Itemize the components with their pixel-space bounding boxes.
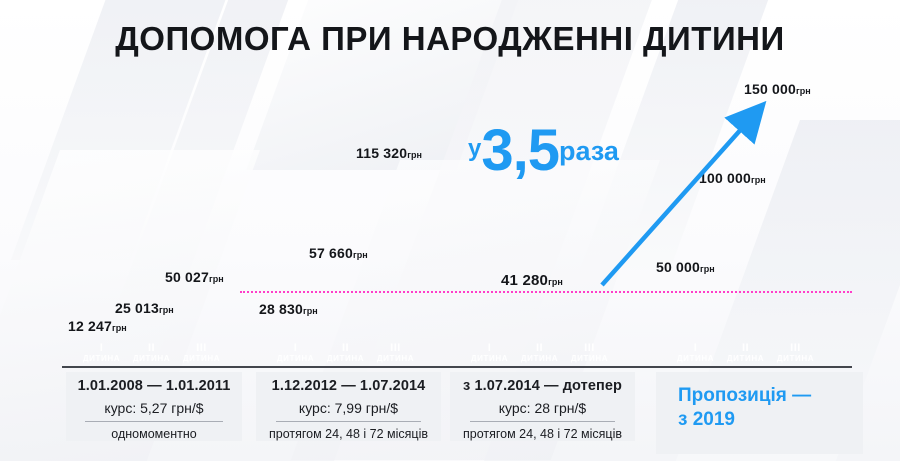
bar-roman-label: III [790, 342, 801, 355]
bar-group1-child1: I ДИТИНА [79, 338, 124, 367]
growth-callout: у3,5раза [468, 122, 619, 180]
payout-note-1: одномоментно [111, 427, 197, 441]
callout-prefix: у [468, 135, 482, 162]
page-title: ДОПОМОГА ПРИ НАРОДЖЕННІ ДИТИНИ [115, 20, 785, 57]
period-label-1: 1.01.2008 — 1.01.2011 [77, 378, 231, 394]
bar-value-group4-child1: 50 000грн [656, 259, 715, 275]
period-label-3: з 1.07.2014 — дотепер [463, 378, 622, 394]
bar-value-group4-child3: 150 000грн [744, 81, 811, 97]
bar-value-group1-child3: 50 027грн [165, 269, 224, 285]
bar-child-word: ДИТИНА [470, 353, 509, 363]
reference-line [240, 291, 852, 293]
payout-note-2: протягом 24, 48 і 72 місяців [268, 427, 428, 441]
bar-group2-child2: II ДИТИНА [323, 265, 368, 367]
bar-roman-label: II [535, 342, 544, 355]
bar-group2-child1: I ДИТИНА [273, 321, 318, 367]
proposal-label-line2: з 2019 [678, 408, 735, 430]
bar-group4-child3: III ДИТИНА [773, 100, 818, 367]
bar-roman-label: I [487, 342, 492, 355]
rate-label-3: курс: 28 грн/$ [498, 400, 587, 416]
panel-divider [470, 421, 615, 422]
bar-value-group3-shared: 41 280грн [501, 272, 563, 289]
bar-group2-child3: III ДИТИНА [373, 165, 418, 367]
payout-note-3: протягом 24, 48 і 72 місяців [462, 427, 622, 441]
bar-roman-label: I [99, 342, 104, 355]
callout-multiplier: 3,5 [481, 118, 560, 183]
growth-arrow-icon [600, 100, 767, 287]
panel-divider [85, 421, 223, 422]
bar-value-group2-child2: 57 660грн [309, 245, 368, 261]
bar-value-group2-child1: 28 830грн [259, 301, 318, 317]
bar-roman-label: II [341, 342, 350, 355]
caption-panel-3: з 1.07.2014 — дотепер курс: 28 грн/$ про… [450, 372, 635, 441]
bar-group3-child3: III ДИТИНА [567, 294, 612, 367]
bar-value-group1-child1: 12 247грн [68, 318, 127, 334]
rate-label-2: курс: 7,99 грн/$ [298, 400, 399, 416]
bar-child-word: ДИТИНА [182, 353, 221, 363]
bar-group3-child1: I ДИТИНА [467, 294, 512, 367]
caption-panel-4: Пропозиція — з 2019 [656, 372, 863, 454]
bar-child-word: ДИТИНА [520, 353, 559, 363]
period-label-2: 1.12.2012 — 1.07.2014 [271, 378, 426, 394]
bar-group1-child3: III ДИТИНА [179, 288, 224, 367]
bar-value-group1-child2: 25 013грн [115, 300, 174, 316]
bar-roman-label: II [741, 342, 750, 355]
bar-group1-child2: II ДИТИНА [129, 319, 174, 367]
bar-roman-label: III [196, 342, 207, 355]
bar-group3-child2: II ДИТИНА [517, 294, 562, 367]
chart-baseline [62, 366, 852, 368]
bar-child-word: ДИТИНА [132, 353, 171, 363]
caption-panel-1: 1.01.2008 — 1.01.2011 курс: 5,27 грн/$ о… [66, 372, 242, 441]
bar-child-word: ДИТИНА [570, 353, 609, 363]
bar-roman-label: III [390, 342, 401, 355]
caption-panel-2: 1.12.2012 — 1.07.2014 курс: 7,99 грн/$ п… [256, 372, 441, 441]
bar-roman-label: II [147, 342, 156, 355]
bar-child-word: ДИТИНА [726, 353, 765, 363]
bar-child-word: ДИТИНА [276, 353, 315, 363]
proposal-label-line1: Пропозиція — [678, 385, 812, 406]
rate-label-1: курс: 5,27 грн/$ [104, 400, 204, 416]
bar-child-word: ДИТИНА [776, 353, 815, 363]
bar-value-group4-child2: 100 000грн [699, 170, 766, 186]
callout-suffix: раза [559, 136, 619, 166]
bar-value-group2-child3: 115 320грн [356, 145, 422, 161]
bar-roman-label: I [293, 342, 298, 355]
bar-child-word: ДИТИНА [676, 353, 715, 363]
bar-roman-label: I [693, 342, 698, 355]
panel-divider [276, 421, 421, 422]
bar-child-word: ДИТИНА [326, 353, 365, 363]
bar-roman-label: III [584, 342, 595, 355]
bar-child-word: ДИТИНА [82, 353, 121, 363]
bar-child-word: ДИТИНА [376, 353, 415, 363]
